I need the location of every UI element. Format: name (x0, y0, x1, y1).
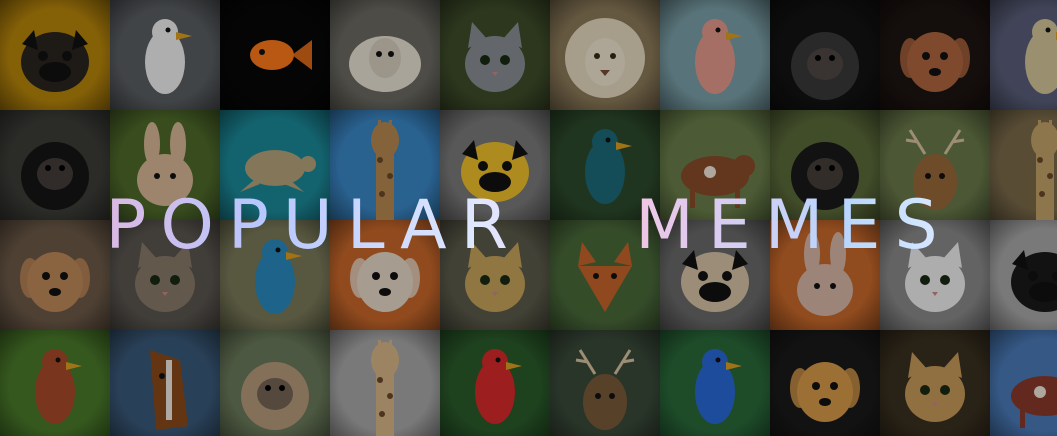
fox-tile (550, 220, 660, 330)
cat-icon (880, 220, 990, 330)
puffin-tile (110, 0, 220, 110)
lion-icon (550, 0, 660, 110)
ape-icon (0, 110, 110, 220)
gorilla-black-tile (770, 0, 880, 110)
goldfish-tile (220, 0, 330, 110)
rabbit-tile (110, 110, 220, 220)
lynx-tile (880, 330, 990, 436)
sunglasses-dog-tile (770, 330, 880, 436)
white-cat-tile (880, 220, 990, 330)
pug-icon (0, 0, 110, 110)
bird-icon (0, 330, 110, 436)
horse-tile (110, 330, 220, 436)
tabby-cat-tile (110, 220, 220, 330)
pug-tongue-tile (660, 220, 770, 330)
dog-icon (880, 0, 990, 110)
banner-title-word-2: MEMES (635, 186, 952, 265)
bird-icon (440, 330, 550, 436)
fox-icon (550, 220, 660, 330)
ape-icon (770, 0, 880, 110)
pug-yellow-tile (0, 0, 110, 110)
rooster-tile (0, 330, 110, 436)
deer-tile (880, 110, 990, 220)
rabbit-icon (110, 110, 220, 220)
kingfisher-tile (220, 220, 330, 330)
cow-sky-tile (990, 330, 1057, 436)
turtle-tile (220, 110, 330, 220)
ape-icon (220, 330, 330, 436)
dog-brown-tile (0, 220, 110, 330)
chihuahua-tile (330, 220, 440, 330)
giraffe-icon (990, 110, 1057, 220)
deer-icon (550, 330, 660, 436)
banner-title: POPULAR MEMES (0, 188, 1057, 264)
bird-sky-tile (990, 0, 1057, 110)
banner-title-word-1: POPULAR (105, 186, 522, 265)
lion-white-tile (550, 0, 660, 110)
giraffe-sky-tile (330, 110, 440, 220)
cat-grey-tile (440, 0, 550, 110)
giraffe-icon (330, 110, 440, 220)
giraffe-face-tile (330, 330, 440, 436)
monkey-tile (220, 330, 330, 436)
tamarin-tile (770, 110, 880, 220)
bird-icon (660, 330, 770, 436)
fish-icon (220, 0, 330, 110)
flamingo-tile (660, 0, 770, 110)
pug-icon (990, 220, 1057, 330)
pug-icon (440, 110, 550, 220)
ape-icon (770, 110, 880, 220)
dog-icon (0, 220, 110, 330)
sheep-tile (330, 0, 440, 110)
deer-icon (880, 110, 990, 220)
bunny-tile (770, 220, 880, 330)
cat-icon (880, 330, 990, 436)
pug-icon (660, 220, 770, 330)
pug-dark-tile (990, 220, 1057, 330)
horse-icon (110, 330, 220, 436)
turtle-icon (220, 110, 330, 220)
dog-icon (770, 330, 880, 436)
dog-icon (330, 220, 440, 330)
peacock-tile (550, 110, 660, 220)
parrot-tile (440, 330, 550, 436)
bird-icon (550, 110, 660, 220)
bird-icon (220, 220, 330, 330)
cow-icon (990, 330, 1057, 436)
bird-icon (660, 0, 770, 110)
cat-icon (440, 0, 550, 110)
deer-antler-tile (550, 330, 660, 436)
cat-icon (440, 220, 550, 330)
bird-icon (110, 0, 220, 110)
cat-icon (110, 220, 220, 330)
pug-raincoat-tile (440, 110, 550, 220)
giraffe-tall-tile (990, 110, 1057, 220)
puppy-tile (880, 0, 990, 110)
bird-icon (990, 0, 1057, 110)
sheep-icon (330, 0, 440, 110)
rabbit-icon (770, 220, 880, 330)
cow-field-tile (660, 110, 770, 220)
cow-icon (660, 110, 770, 220)
giraffe-icon (330, 330, 440, 436)
gorilla-cave-tile (0, 110, 110, 220)
leopard-tile (440, 220, 550, 330)
lorikeet-tile (660, 330, 770, 436)
